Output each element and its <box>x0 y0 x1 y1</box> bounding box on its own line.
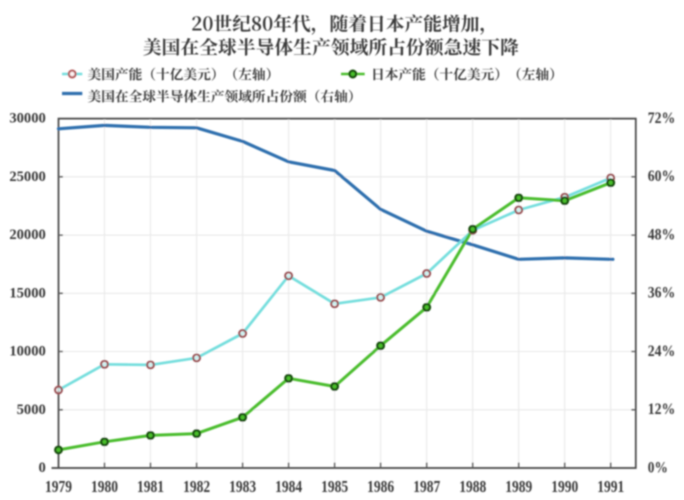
svg-text:1984: 1984 <box>275 477 302 495</box>
svg-text:20000: 20000 <box>9 227 45 243</box>
svg-text:1980: 1980 <box>91 477 118 495</box>
svg-text:48%: 48% <box>648 227 676 244</box>
svg-text:1979: 1979 <box>45 477 72 495</box>
svg-text:25000: 25000 <box>9 169 45 185</box>
svg-text:1983: 1983 <box>229 477 256 495</box>
svg-text:10000: 10000 <box>9 344 45 360</box>
svg-text:1987: 1987 <box>413 477 440 495</box>
svg-text:72%: 72% <box>648 110 676 127</box>
svg-text:60%: 60% <box>648 168 676 185</box>
svg-text:36%: 36% <box>648 285 676 302</box>
svg-text:0: 0 <box>39 460 46 476</box>
svg-text:30000: 30000 <box>9 111 45 127</box>
svg-text:0%: 0% <box>648 459 668 476</box>
svg-text:12%: 12% <box>648 401 676 418</box>
svg-text:5000: 5000 <box>17 402 46 418</box>
svg-text:1985: 1985 <box>321 477 348 495</box>
svg-text:1986: 1986 <box>367 477 394 495</box>
svg-text:24%: 24% <box>648 343 676 360</box>
svg-text:15000: 15000 <box>9 285 45 301</box>
svg-text:1989: 1989 <box>505 477 532 495</box>
svg-text:1988: 1988 <box>459 477 486 495</box>
svg-text:1981: 1981 <box>137 477 164 495</box>
svg-text:1991: 1991 <box>597 477 624 495</box>
svg-text:1990: 1990 <box>551 477 578 495</box>
svg-text:1982: 1982 <box>183 477 210 495</box>
